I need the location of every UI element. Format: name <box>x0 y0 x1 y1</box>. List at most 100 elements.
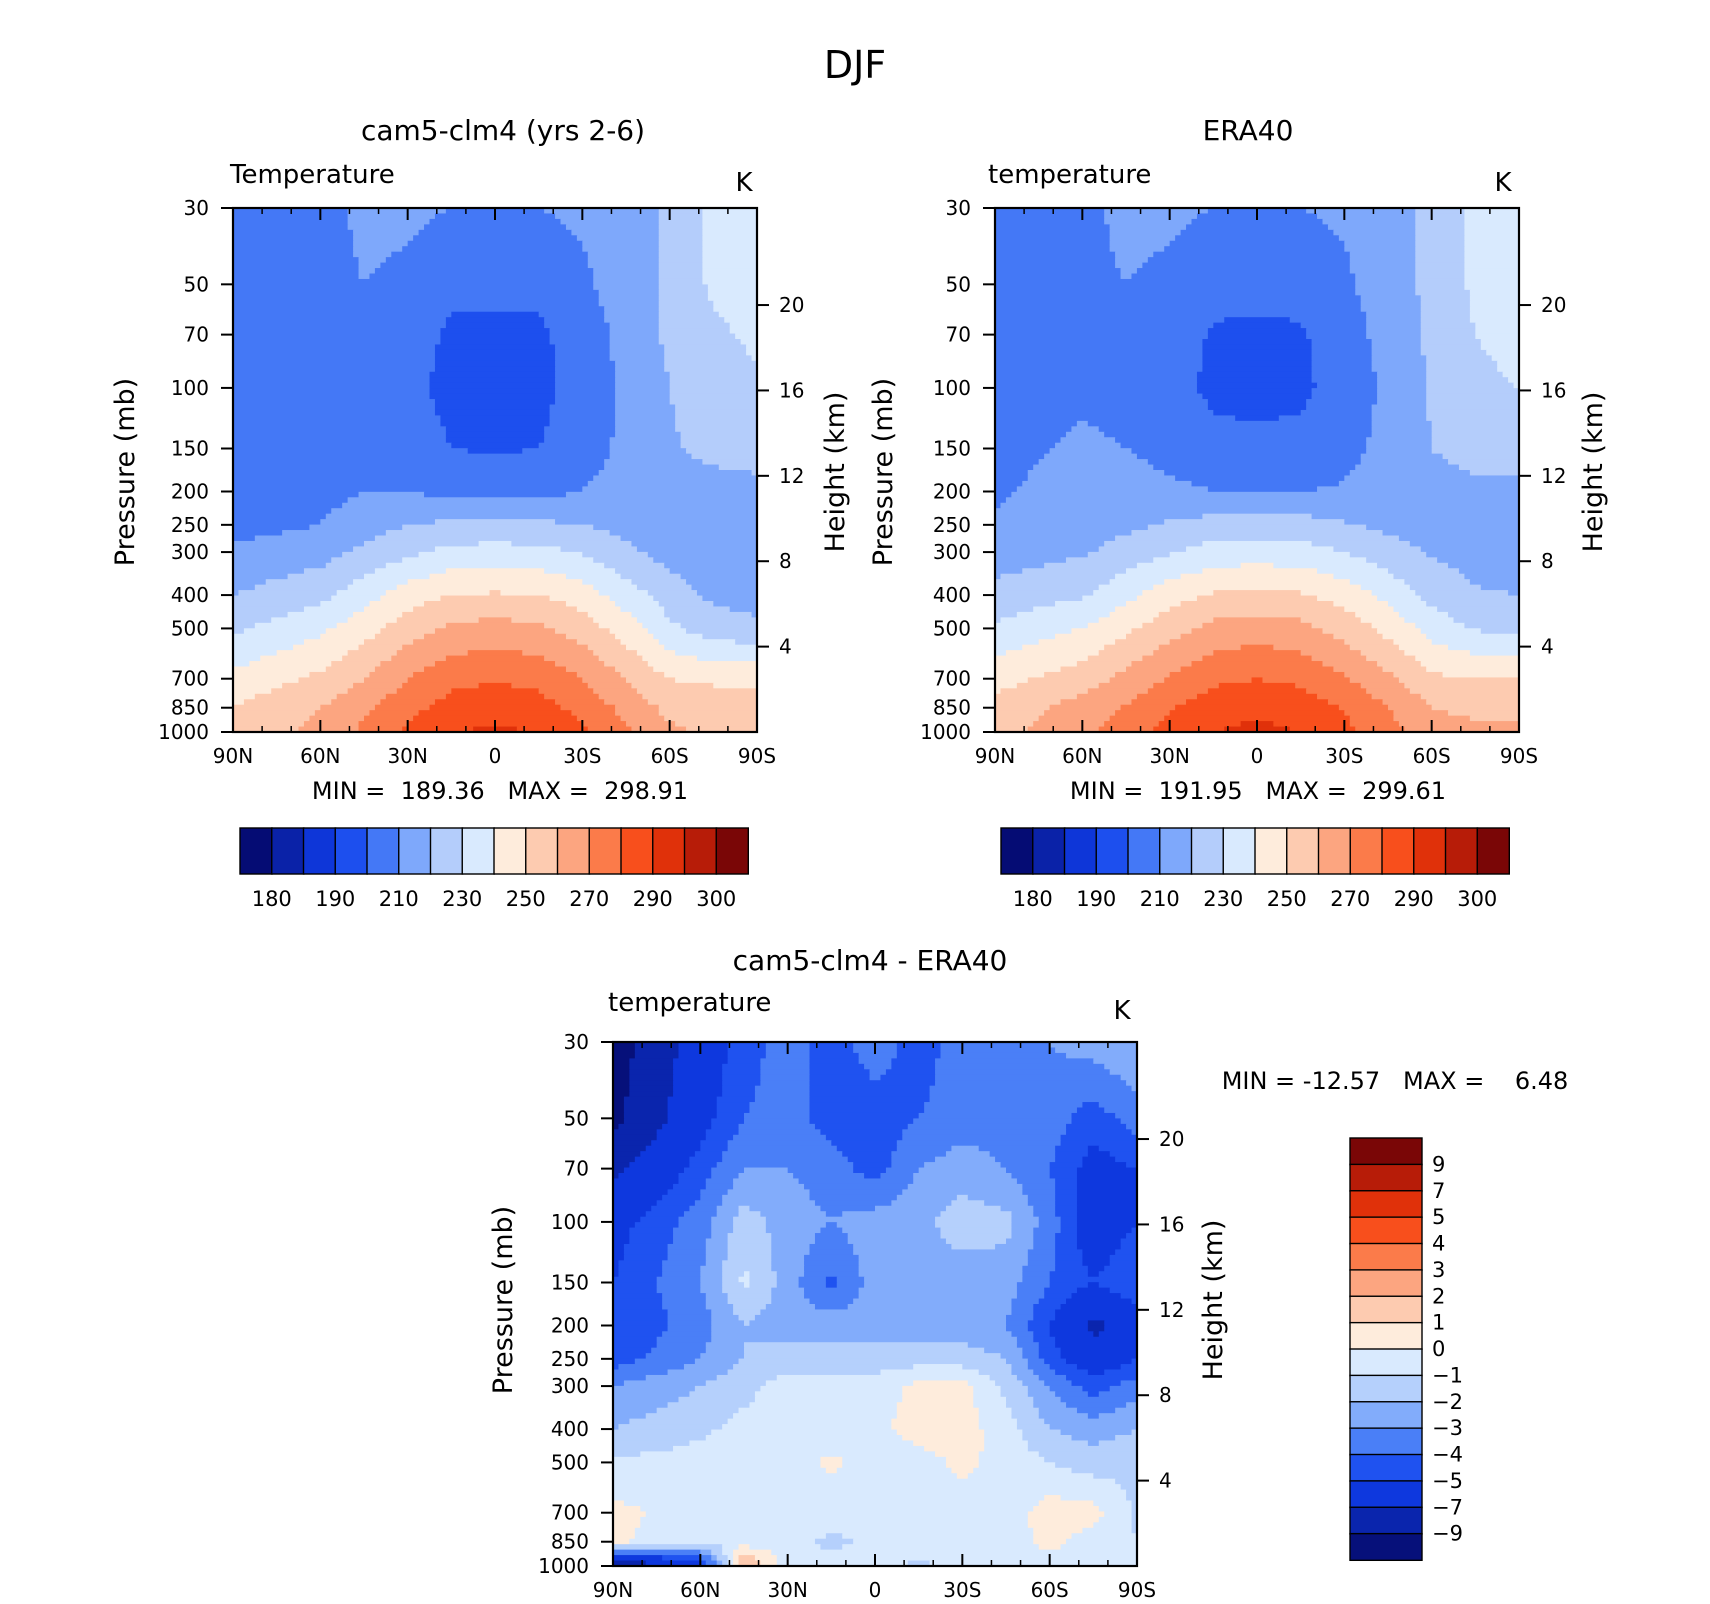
contour-cell <box>347 617 398 624</box>
contour-cell <box>749 1544 822 1551</box>
contour-cell <box>1415 257 1466 264</box>
y2-tick-label: 8 <box>779 549 792 573</box>
contour-cell <box>902 1129 1067 1136</box>
colorbar-swatch <box>1349 1295 1423 1324</box>
contour-cell <box>1011 1233 1034 1240</box>
contour-cell <box>1055 1249 1084 1256</box>
contour-cell <box>765 1227 822 1234</box>
contour-cell <box>1093 1522 1133 1529</box>
contour-cell <box>587 726 633 733</box>
contour-cell <box>1087 1265 1105 1272</box>
contour-cell <box>642 622 682 629</box>
contour-cell <box>1076 1107 1105 1114</box>
contour-cell <box>836 1276 865 1283</box>
contour-cell <box>683 1364 734 1371</box>
contour-cell <box>686 726 758 733</box>
contour-cell <box>658 311 720 318</box>
contour-cell <box>1480 584 1520 591</box>
contour-cell <box>598 470 753 477</box>
contour-cell <box>1262 677 1351 684</box>
contour-cell <box>618 1260 663 1267</box>
contour-cell <box>658 262 704 269</box>
contour-cell <box>1415 229 1466 236</box>
contour-cell <box>984 1347 1023 1354</box>
contour-cell <box>336 693 387 700</box>
contour-cell <box>604 317 660 324</box>
contour-cell <box>613 1451 641 1458</box>
contour-cell <box>995 540 1105 548</box>
contour-cell <box>1202 360 1313 367</box>
contour-cell <box>1016 611 1111 618</box>
contour-cell <box>705 1347 745 1354</box>
colorbar-swatch <box>1254 827 1288 875</box>
contour-cell <box>1142 622 1204 629</box>
contour-cell <box>978 1456 1045 1463</box>
contour-cell <box>722 1282 745 1289</box>
contour-cell <box>1098 1440 1138 1447</box>
contour-cell <box>629 1233 674 1240</box>
contour-cell <box>1426 666 1520 673</box>
contour-cell <box>429 393 556 400</box>
contour-cell <box>271 617 349 624</box>
contour-cell <box>233 437 447 444</box>
contour-cell <box>555 399 616 406</box>
contour-cell <box>678 1047 729 1054</box>
contour-cell <box>478 540 512 548</box>
contour-cell <box>664 715 758 722</box>
contour-cell <box>358 721 409 728</box>
contour-cell <box>1202 513 1313 520</box>
contour-cell <box>656 1134 707 1141</box>
contour-cell <box>814 1123 909 1130</box>
contour-cell <box>842 1227 942 1234</box>
contour-cell <box>613 1238 630 1245</box>
contour-cell <box>978 1451 1040 1458</box>
y-tick-label: 400 <box>933 583 971 607</box>
contour-cell <box>1437 557 1520 564</box>
contour-cell <box>233 426 447 433</box>
contour-cell <box>265 579 354 586</box>
contour-cell <box>662 1260 707 1267</box>
contour-cell <box>604 306 660 313</box>
contour-cell <box>1338 704 1389 711</box>
figure-title: DJF <box>824 43 886 87</box>
contour-cell <box>593 650 638 657</box>
contour-cell <box>571 229 660 236</box>
contour-cell <box>1120 1380 1138 1387</box>
contour-cell <box>1109 235 1176 242</box>
contour-cell <box>702 273 758 280</box>
contour-cell <box>995 289 1356 296</box>
contour-cell <box>1469 317 1520 324</box>
contour-cell <box>738 1544 751 1551</box>
contour-cell <box>1360 682 1405 689</box>
contour-cell <box>331 699 381 706</box>
contour-cell <box>995 382 1198 389</box>
contour-cell <box>809 1189 903 1196</box>
contour-cell <box>935 1451 980 1458</box>
contour-cell <box>1060 1134 1138 1141</box>
contour-cell <box>634 1527 1034 1534</box>
contour-cell <box>613 1342 658 1349</box>
contour-cell <box>1202 339 1313 346</box>
contour-cell <box>995 480 1023 487</box>
contour-cell <box>995 513 1204 520</box>
contour-cell <box>434 344 556 351</box>
contour-cell <box>1027 726 1100 733</box>
contour-cell <box>1104 208 1209 215</box>
contour-cell <box>754 1096 811 1103</box>
contour-cell <box>1377 388 1427 395</box>
contour-cell <box>1377 393 1427 400</box>
contour-cell <box>825 1211 843 1218</box>
contour-cell <box>1191 218 1324 225</box>
contour-cell <box>1082 1102 1100 1109</box>
contour-cell <box>896 1429 985 1436</box>
contour-cell <box>1060 1495 1127 1502</box>
contour-cell <box>331 595 381 602</box>
contour-cell <box>1131 1500 1138 1507</box>
contour-cell <box>1371 360 1427 367</box>
contour-cell <box>658 300 714 307</box>
contour-cell <box>1420 322 1476 329</box>
contour-cell <box>1338 480 1520 487</box>
contour-cell <box>1038 1222 1062 1229</box>
contour-cell <box>1415 278 1466 286</box>
contour-cell <box>738 1358 1007 1365</box>
